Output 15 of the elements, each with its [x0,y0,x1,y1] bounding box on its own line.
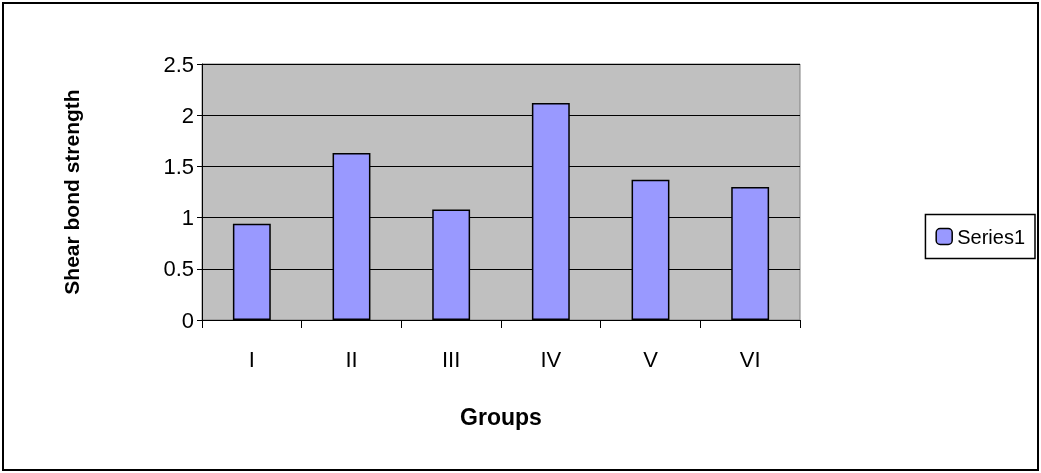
y-tick-label: 2.5 [163,51,194,77]
y-tick-label: 2 [181,102,194,128]
x-tick-label: V [643,346,659,372]
y-axis-title: Shear bond strength [60,89,83,295]
x-tick-label: III [441,346,461,372]
x-axis-title: Groups [460,403,542,430]
x-tick-label: IV [540,346,562,372]
y-tick-label: 1.5 [163,153,194,179]
x-tick-label: I [248,346,255,372]
x-tick-label: II [345,346,358,372]
y-tick-label: 1 [181,205,194,231]
x-tick-label: VI [739,346,761,372]
legend-label: Series1 [957,225,1025,248]
y-tick-label: 0.5 [163,256,194,282]
y-tick-label: 0 [181,307,194,333]
